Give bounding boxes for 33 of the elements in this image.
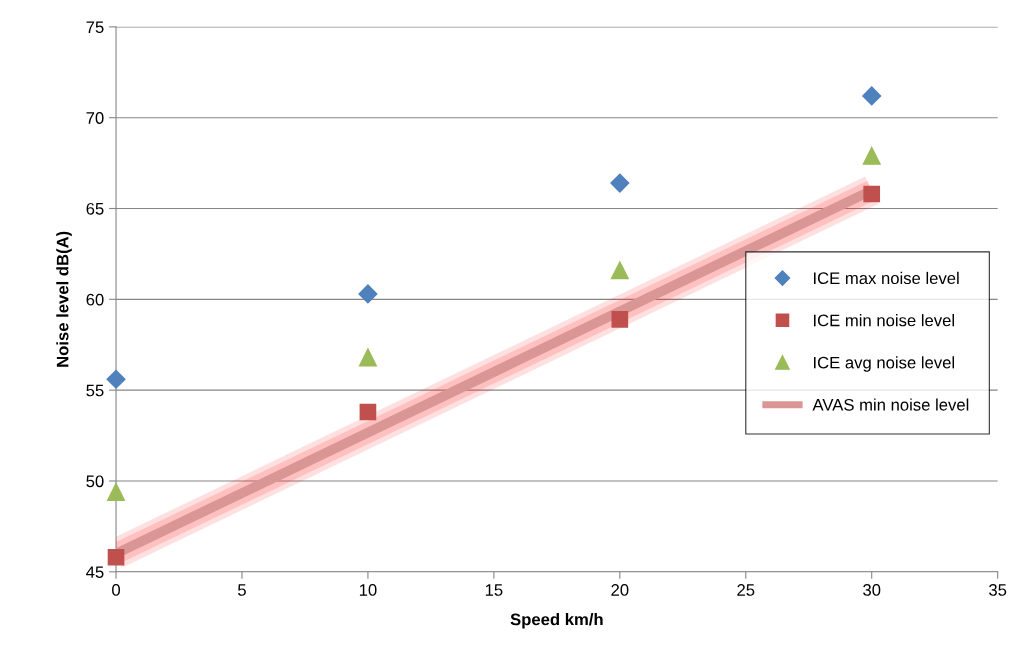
legend-label: ICE max noise level	[814, 271, 959, 285]
point	[611, 310, 629, 328]
point	[358, 284, 378, 304]
x-tick-label: 0	[112, 584, 121, 596]
y-tick-label: 50	[86, 475, 104, 488]
point	[107, 548, 125, 566]
point	[358, 348, 377, 367]
x-tick-label: 15	[485, 584, 503, 596]
x-tick-label: 10	[359, 584, 377, 596]
x-tick-label: 20	[611, 584, 629, 596]
point	[863, 185, 881, 203]
point	[862, 86, 882, 106]
legend-label: AVAS min noise level	[812, 398, 969, 411]
y-tick-label: 60	[86, 293, 104, 306]
y-tick-label: 65	[86, 202, 104, 215]
legend-label: ICE min noise level	[814, 314, 954, 327]
point	[610, 173, 630, 193]
x-tick-label: 35	[989, 584, 1007, 596]
y-tick-label: 55	[86, 384, 104, 397]
y-tick-label: 75	[86, 21, 104, 34]
point	[106, 369, 126, 389]
point	[862, 146, 881, 165]
y-tick-label: 45	[86, 566, 104, 579]
x-tick-label: 5	[238, 584, 246, 596]
point	[107, 482, 126, 501]
x-tick-label: 25	[737, 584, 755, 596]
legend-label: ICE avg noise level	[814, 356, 955, 372]
point	[610, 261, 629, 280]
x-tick-label: 30	[863, 584, 881, 596]
x-axis-title: Speed km/h	[510, 613, 603, 629]
y-tick-label: 70	[86, 112, 104, 124]
point	[359, 403, 377, 421]
y-axis-title: Noise level dB(A)	[56, 231, 72, 367]
